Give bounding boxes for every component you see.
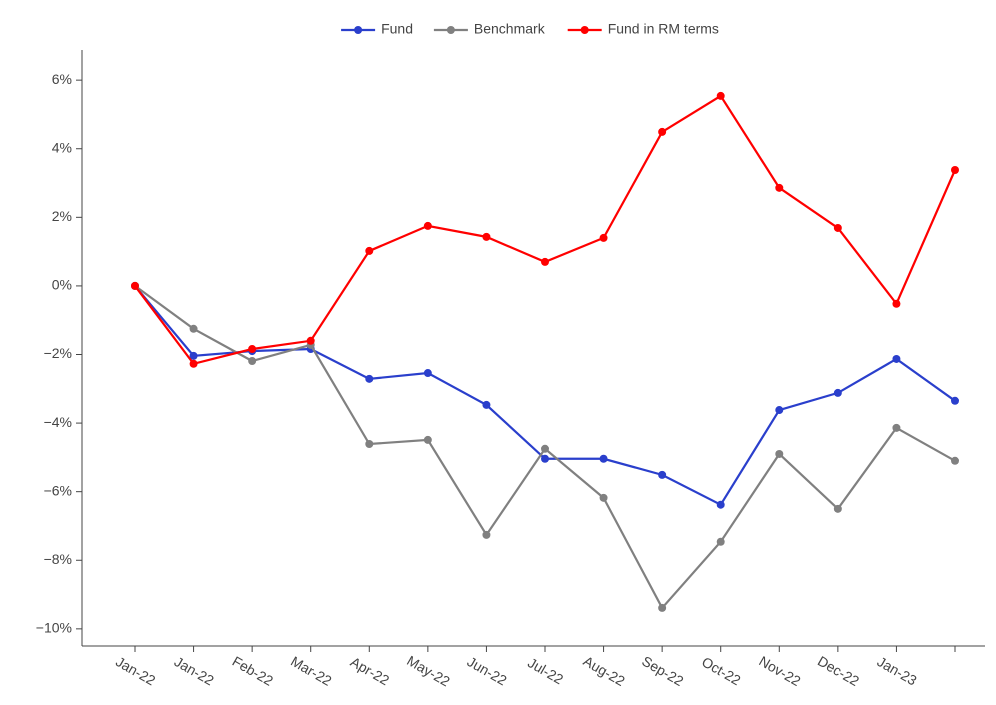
legend-marker: [354, 26, 363, 34]
point: [599, 233, 608, 242]
point: [892, 354, 901, 363]
point: [131, 281, 139, 290]
point: [248, 357, 257, 366]
y-tick-label: −10%: [36, 620, 72, 636]
x-tick-label: May-22: [404, 652, 453, 689]
point: [716, 537, 725, 546]
point: [951, 165, 959, 174]
point: [951, 396, 959, 405]
point: [775, 406, 784, 415]
point: [716, 91, 725, 100]
point: [423, 369, 432, 378]
y-tick-label: −4%: [44, 414, 72, 430]
point: [541, 454, 549, 463]
point: [541, 257, 549, 266]
point: [423, 435, 432, 444]
point: [482, 530, 491, 539]
point: [775, 449, 784, 458]
x-tick-label: Jul-22: [525, 654, 566, 687]
point: [599, 493, 608, 502]
legend-label: Fund: [381, 21, 413, 37]
point: [306, 336, 315, 345]
point: [716, 500, 725, 509]
x-tick-label: Jan-23: [875, 653, 920, 688]
y-tick-label: −8%: [44, 551, 72, 567]
legend-label: Benchmark: [474, 21, 546, 37]
x-tick-label: Jan-22: [172, 653, 217, 688]
point: [892, 299, 901, 308]
point: [892, 423, 901, 432]
x-tick-label: Nov-22: [756, 653, 803, 690]
legend-marker: [580, 26, 589, 34]
y-tick-label: −2%: [44, 345, 72, 361]
x-tick-label: Aug-22: [581, 653, 628, 690]
point: [775, 183, 784, 192]
y-tick-label: 4%: [52, 139, 72, 155]
x-tick-label: Mar-22: [288, 653, 335, 689]
point: [951, 456, 959, 465]
point: [599, 454, 608, 463]
legend-label: Fund in RM terms: [608, 21, 719, 37]
point: [248, 345, 257, 354]
point: [189, 351, 198, 360]
point: [482, 232, 491, 241]
x-tick-label: Apr-22: [348, 653, 393, 688]
point: [541, 444, 549, 453]
y-tick-label: 6%: [52, 71, 72, 87]
point: [189, 359, 198, 368]
point: [658, 127, 667, 136]
y-tick-label: −6%: [44, 482, 72, 498]
point: [365, 374, 374, 383]
x-tick-label: Jan-22: [113, 653, 158, 688]
y-tick-label: 0%: [52, 277, 72, 293]
x-tick-label: Sep-22: [639, 653, 686, 690]
x-tick-label: Feb-22: [230, 653, 277, 689]
point: [365, 440, 374, 449]
point: [189, 324, 198, 333]
point: [833, 504, 842, 513]
point: [365, 246, 374, 255]
point: [833, 388, 842, 397]
x-tick-label: Oct-22: [699, 653, 744, 688]
legend-marker: [446, 26, 455, 34]
series-line: [134, 285, 956, 507]
point: [833, 223, 842, 232]
series-line: [134, 94, 957, 366]
point: [482, 400, 491, 409]
y-tick-label: 2%: [52, 208, 72, 224]
point: [658, 470, 667, 479]
point: [658, 603, 667, 612]
x-tick-label: Jun-22: [465, 653, 510, 688]
point: [423, 221, 432, 230]
x-tick-label: Dec-22: [815, 653, 862, 690]
